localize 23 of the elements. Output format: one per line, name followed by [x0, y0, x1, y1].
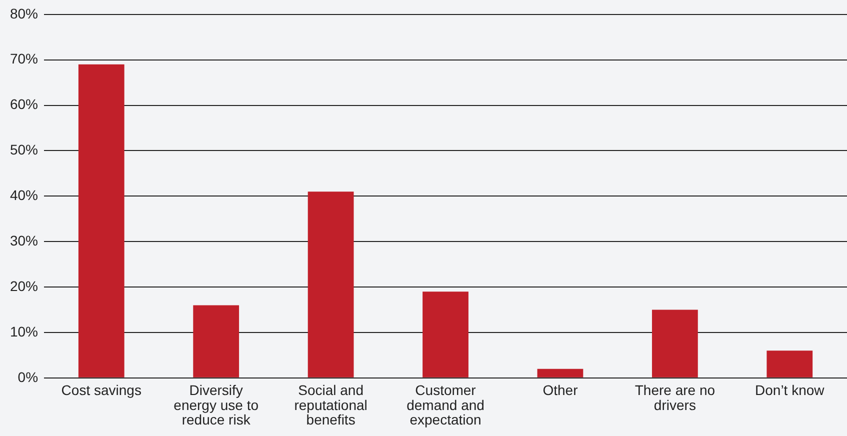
y-tick-label: 70%	[10, 50, 38, 67]
y-tick-label: 40%	[10, 187, 38, 204]
x-tick-label: Don’t know	[755, 382, 826, 398]
y-tick-label: 20%	[10, 278, 38, 294]
bar	[766, 350, 813, 378]
y-tick-label: 10%	[10, 323, 38, 340]
y-tick-label: 50%	[10, 142, 38, 158]
bar	[78, 64, 124, 378]
bar	[537, 368, 584, 378]
x-tick-label: Other	[542, 382, 578, 398]
y-tick-label: 60%	[10, 96, 38, 112]
bar	[193, 305, 240, 378]
bar	[652, 310, 698, 378]
bar	[422, 292, 468, 378]
x-tick-label: Diversify energy use to reduce risk	[174, 382, 259, 428]
x-tick-label: Cost savings	[61, 382, 142, 398]
y-tick-label: 30%	[10, 232, 38, 248]
bar	[308, 192, 354, 378]
x-tick-label: Social and reputational benefits	[294, 382, 368, 428]
y-tick-label: 80%	[10, 5, 38, 22]
y-tick-label: 0%	[18, 368, 38, 385]
x-tick-label: There are no drivers	[634, 382, 716, 413]
x-tick-label: Customer demand and expectation	[406, 382, 484, 428]
